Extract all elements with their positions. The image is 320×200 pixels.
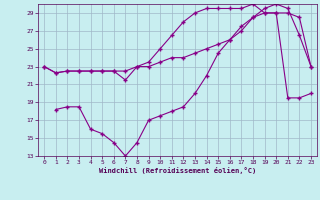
X-axis label: Windchill (Refroidissement éolien,°C): Windchill (Refroidissement éolien,°C) — [99, 167, 256, 174]
